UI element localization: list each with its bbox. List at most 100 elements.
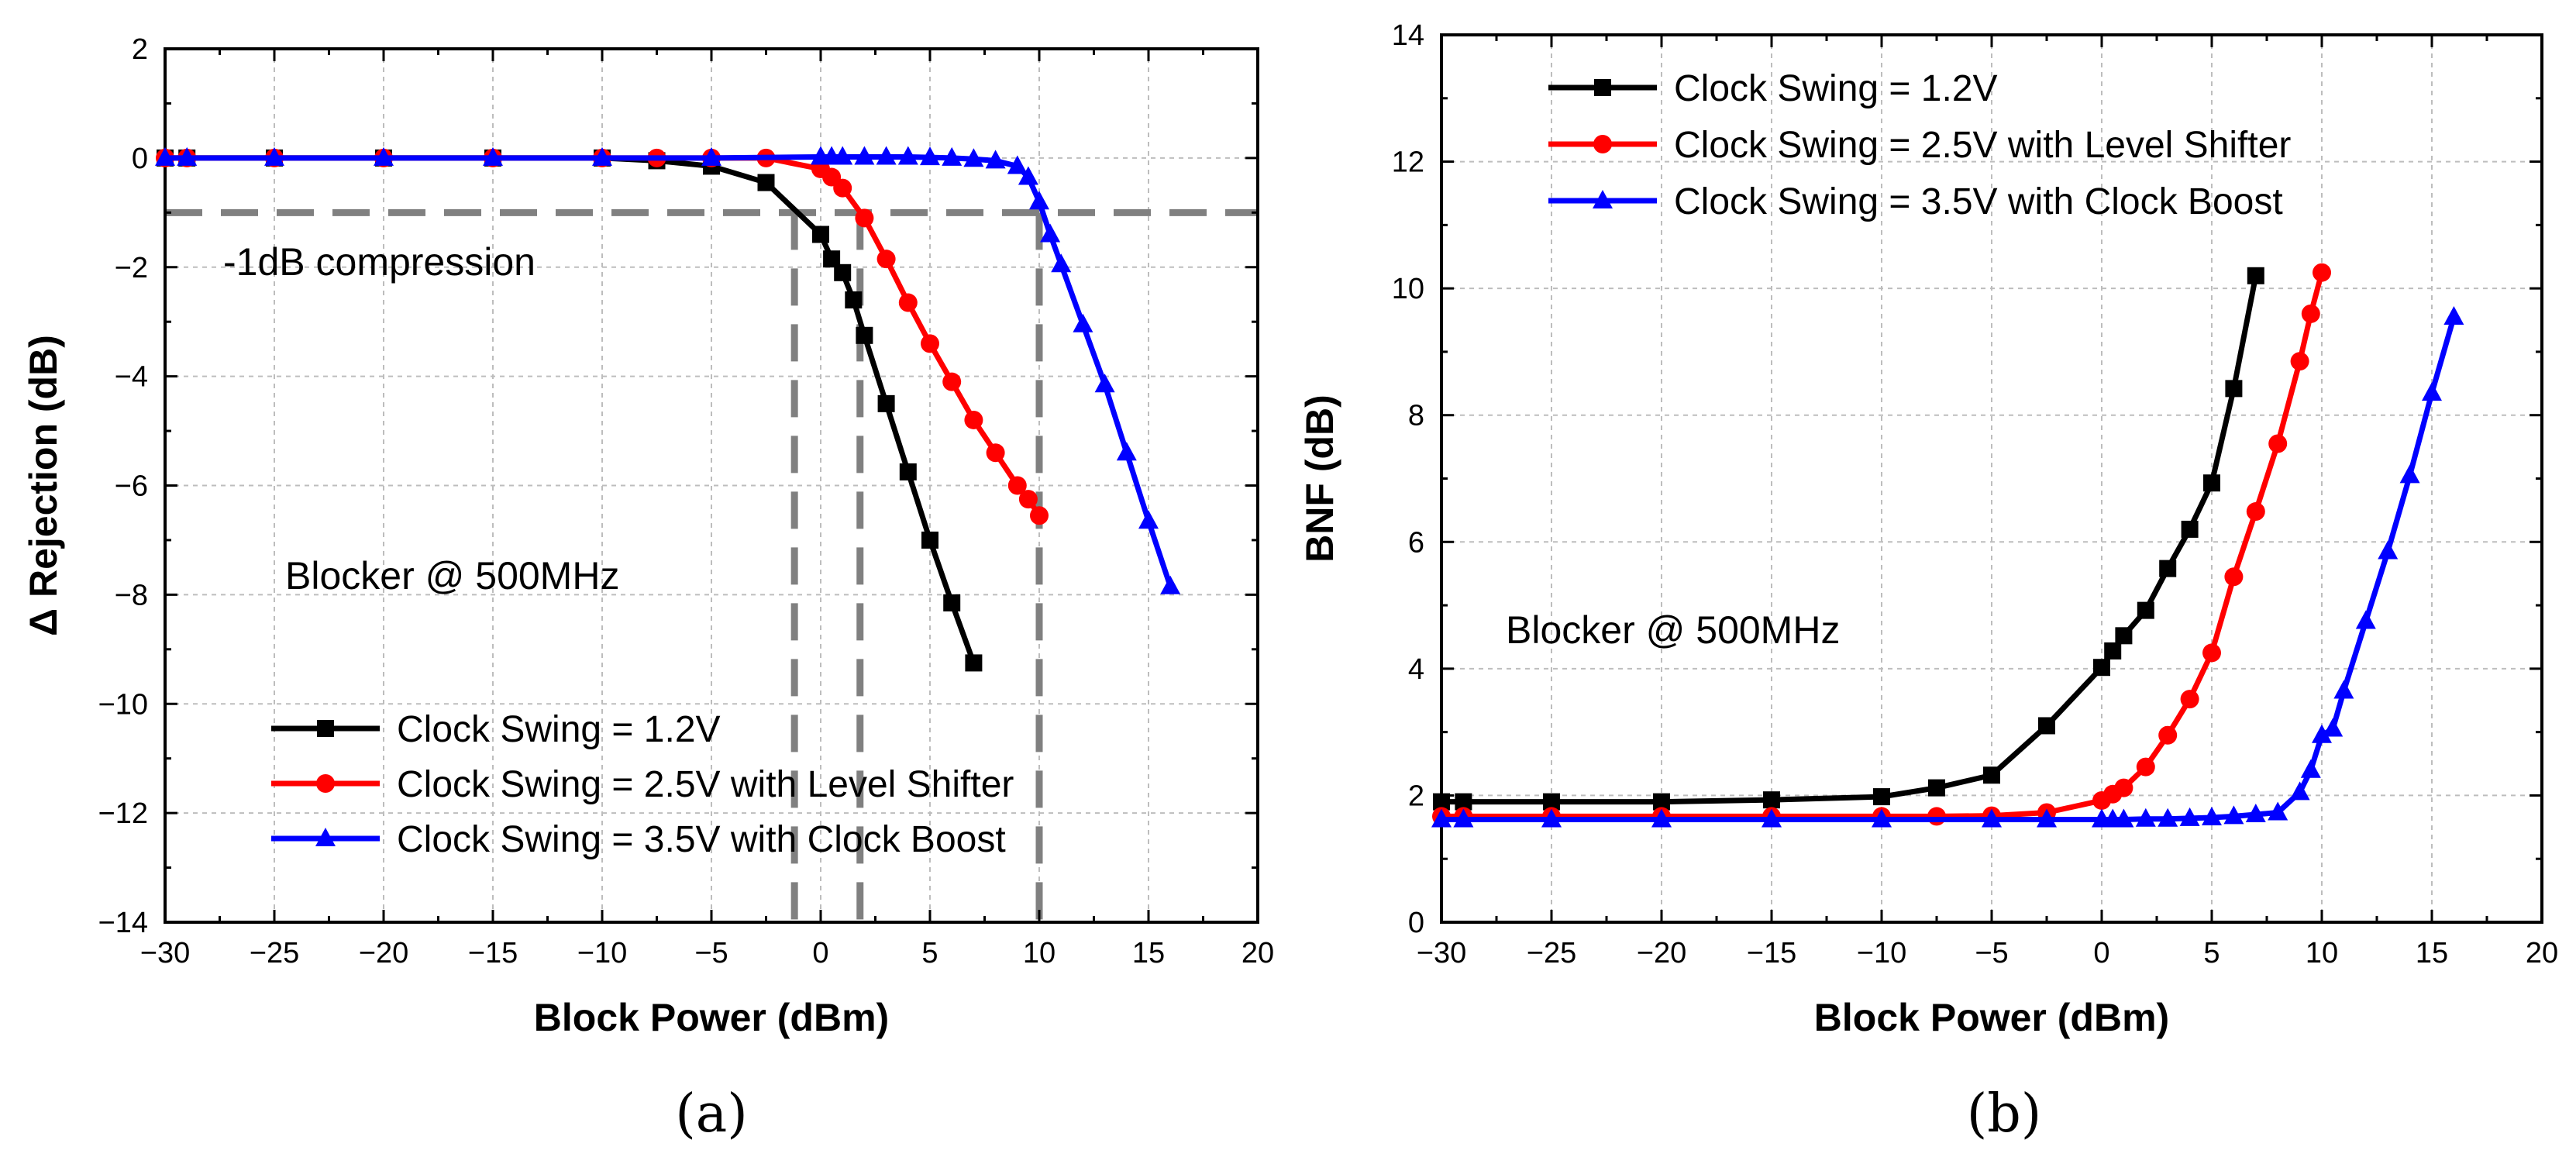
data-point-triangle: [2037, 808, 2057, 828]
annotation-text: Blocker @ 500MHz: [285, 554, 619, 597]
data-point-triangle: [2422, 382, 2442, 401]
data-point-circle: [942, 372, 962, 391]
legend-label: Clock Swing = 2.5V with Level Shifter: [397, 764, 1014, 805]
data-point-triangle: [2399, 464, 2420, 484]
data-point-triangle: [2323, 718, 2344, 737]
y-tick-label: 0: [132, 143, 148, 175]
x-tick-label: 15: [2416, 937, 2448, 969]
data-point-circle: [2290, 352, 2309, 371]
y-tick-label: 6: [1408, 526, 1424, 559]
y-tick-label: −10: [98, 688, 148, 721]
data-point-circle: [921, 334, 939, 353]
series-line-square: [1441, 275, 2259, 805]
series-line-triangle: [165, 153, 1173, 587]
data-point-triangle: [1073, 313, 1093, 332]
data-point-triangle: [897, 146, 918, 165]
data-point-square: [921, 531, 938, 549]
y-tick-label: 12: [1392, 146, 1424, 179]
data-point-triangle: [1051, 253, 1072, 273]
legend-marker-square: [317, 720, 334, 737]
x-tick-label: −10: [577, 937, 627, 969]
data-point-circle: [2136, 757, 2155, 777]
data-point-square: [2115, 627, 2133, 645]
x-tick-label: 5: [921, 937, 938, 969]
data-point-square: [2104, 642, 2122, 659]
data-point-square: [2225, 380, 2243, 398]
x-axis-title: Block Power (dBm): [534, 996, 889, 1039]
data-point-square: [943, 594, 961, 611]
data-point-triangle: [832, 146, 853, 165]
y-tick-label: 2: [1408, 780, 1424, 812]
data-point-circle: [2301, 304, 2320, 323]
panel-caption: (a): [675, 1083, 748, 1145]
x-tick-label: 10: [2306, 937, 2338, 969]
data-point-triangle: [2179, 807, 2200, 826]
y-tick-label: −6: [115, 470, 148, 503]
data-point-triangle: [985, 150, 1006, 169]
x-tick-label: 10: [1023, 937, 1056, 969]
series-line-triangle: [1441, 315, 2457, 823]
y-tick-label: 8: [1408, 400, 1424, 432]
legend: Clock Swing = 1.2V Clock Swing = 2.5V wit…: [271, 709, 1014, 860]
x-tick-label: −15: [1747, 937, 1796, 969]
panel-a: −30 −25 −20 −15 −10 −5 0 5 10 15 20−14−12−10−8−6−4…: [22, 33, 1274, 1145]
data-point-triangle: [2443, 305, 2464, 325]
y-tick-label: −12: [98, 797, 148, 830]
data-point-triangle: [1029, 191, 1049, 210]
data-point-triangle: [1453, 808, 1474, 828]
data-point-triangle: [963, 148, 984, 167]
data-point-circle: [986, 443, 1005, 463]
x-axis-title: Block Power (dBm): [1814, 996, 2169, 1039]
y-tick-label: 4: [1408, 653, 1424, 686]
data-point-triangle: [592, 146, 612, 166]
y-tick-label: 0: [1408, 907, 1424, 939]
data-point-circle: [2114, 778, 2133, 797]
data-point-triangle: [1982, 808, 2002, 828]
x-tick-label: −10: [1857, 937, 1906, 969]
x-tick-label: −20: [359, 937, 408, 969]
data-point-square: [1928, 779, 1945, 797]
y-tick-label: 14: [1392, 19, 1424, 52]
data-point-triangle: [1651, 808, 1672, 828]
data-point-square: [2038, 717, 2055, 735]
data-point-square: [965, 654, 983, 672]
data-point-circle: [1007, 476, 1027, 495]
data-point-square: [856, 326, 873, 344]
data-point-square: [2159, 560, 2177, 577]
legend-marker-triangle: [1593, 190, 1613, 208]
data-point-circle: [855, 208, 874, 228]
x-tick-label: −5: [1975, 937, 2008, 969]
data-point-triangle: [1007, 155, 1028, 174]
data-point-triangle: [1762, 808, 1782, 828]
legend-marker-triangle: [315, 828, 336, 846]
data-point-circle: [833, 178, 852, 198]
data-point-circle: [898, 293, 918, 312]
y-axis-title: BNF (dB): [1298, 394, 1341, 563]
x-tick-label: 15: [1132, 937, 1165, 969]
data-point-circle: [2224, 567, 2244, 587]
legend-label: Clock Swing = 2.5V with Level Shifter: [1674, 125, 2291, 166]
data-point-circle: [2246, 502, 2265, 522]
data-point-triangle: [942, 146, 963, 166]
data-point-square: [1763, 791, 1780, 809]
data-point-circle: [964, 410, 983, 429]
legend-label: Clock Swing = 3.5V with Clock Boost: [1674, 181, 2283, 222]
data-point-triangle: [2355, 610, 2376, 629]
data-point-triangle: [2158, 808, 2178, 827]
x-tick-label: 0: [2093, 937, 2109, 969]
data-point-circle: [1030, 506, 1049, 525]
x-tick-label: 20: [2526, 937, 2558, 969]
data-point-square: [757, 174, 775, 191]
x-tick-label: −20: [1637, 937, 1686, 969]
panel-b: −30 −25 −20 −15 −10 −5 0 5 10 15 20 0 2 4 6 8 10 12 14 Bloc…: [1298, 19, 2558, 1145]
data-point-triangle: [2245, 803, 2266, 822]
data-point-triangle: [1160, 575, 1181, 594]
data-point-square: [1543, 793, 1560, 811]
data-point-triangle: [374, 146, 394, 166]
data-point-square: [2093, 659, 2110, 677]
data-point-triangle: [1872, 808, 1892, 828]
legend-marker-circle: [1593, 135, 1612, 153]
y-tick-label: −8: [115, 579, 148, 611]
legend-label: Clock Swing = 1.2V: [1674, 68, 1998, 109]
